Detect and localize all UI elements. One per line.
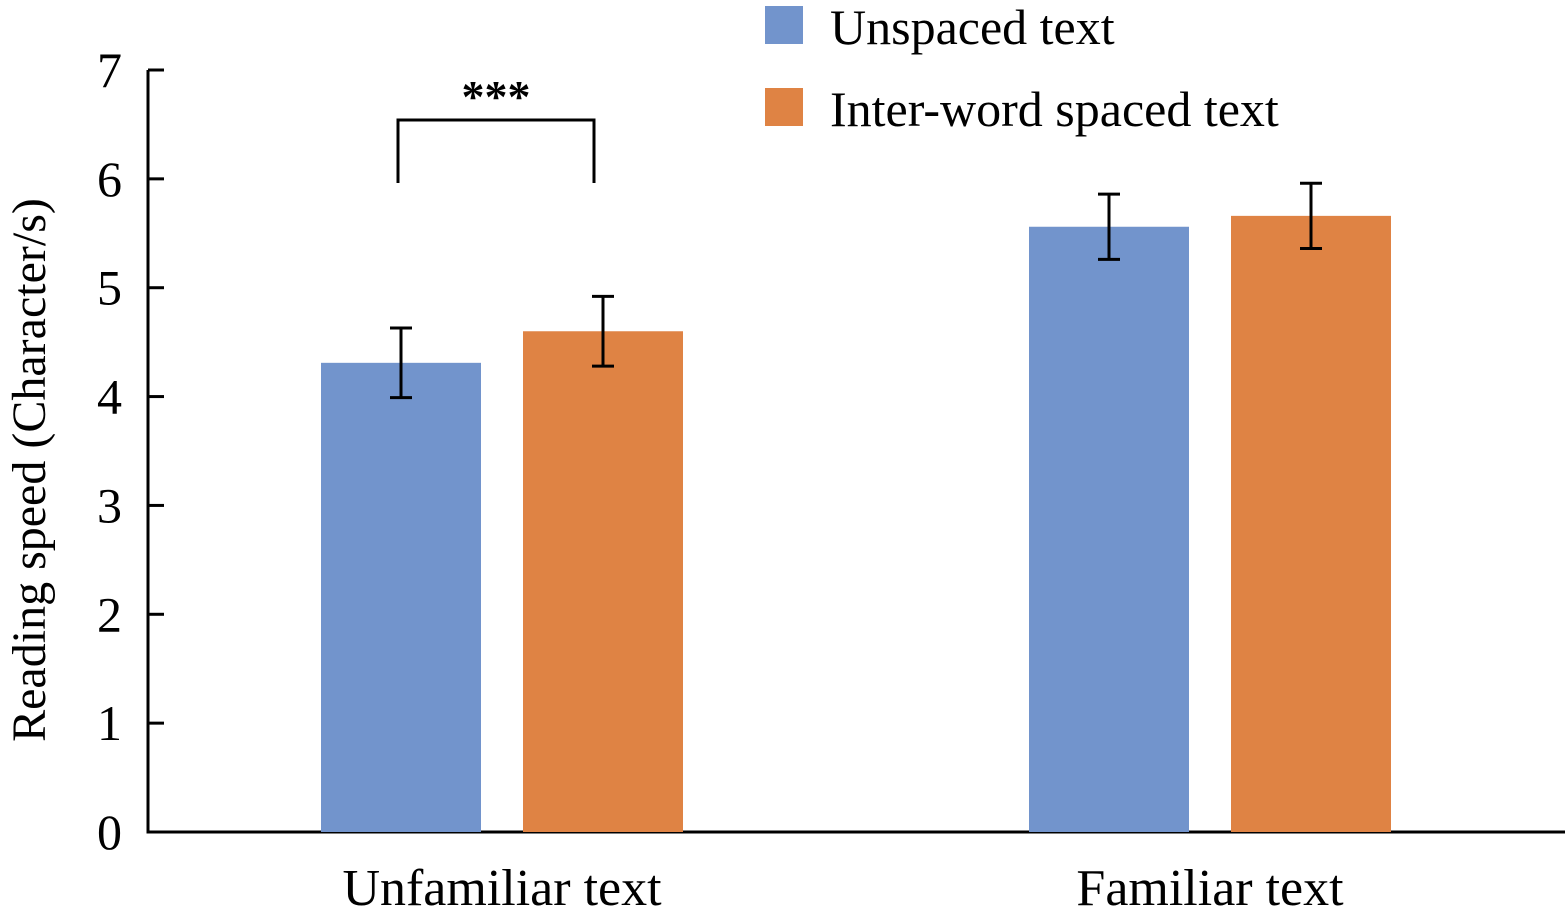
y-tick-label: 4 (97, 369, 122, 425)
bar (1231, 215, 1391, 832)
y-tick-label: 2 (97, 586, 122, 642)
legend-label: Inter-word spaced text (830, 81, 1279, 137)
y-tick-label: 3 (97, 477, 122, 533)
y-tick-label: 6 (97, 151, 122, 207)
significance-bracket (396, 118, 596, 183)
bar (523, 331, 683, 832)
legend-swatch (765, 88, 803, 126)
y-tick-label: 5 (97, 260, 122, 316)
significance-label: *** (462, 71, 531, 122)
legend-label: Unspaced text (830, 0, 1115, 55)
y-tick-label: 1 (97, 695, 122, 751)
legend-swatch (765, 6, 803, 44)
bar (1029, 226, 1189, 833)
y-tick-label: 7 (97, 42, 122, 98)
y-tick-label: 0 (97, 804, 122, 860)
bar (321, 362, 481, 832)
x-category-label: Unfamiliar text (342, 860, 662, 910)
plot-area: 0 1 2 3 4 5 6 7 Unfamiliar text Familiar text *** U… (97, 0, 1565, 910)
y-axis-title: Reading speed (Character/s) (3, 198, 56, 742)
x-category-label: Familiar text (1076, 860, 1344, 910)
